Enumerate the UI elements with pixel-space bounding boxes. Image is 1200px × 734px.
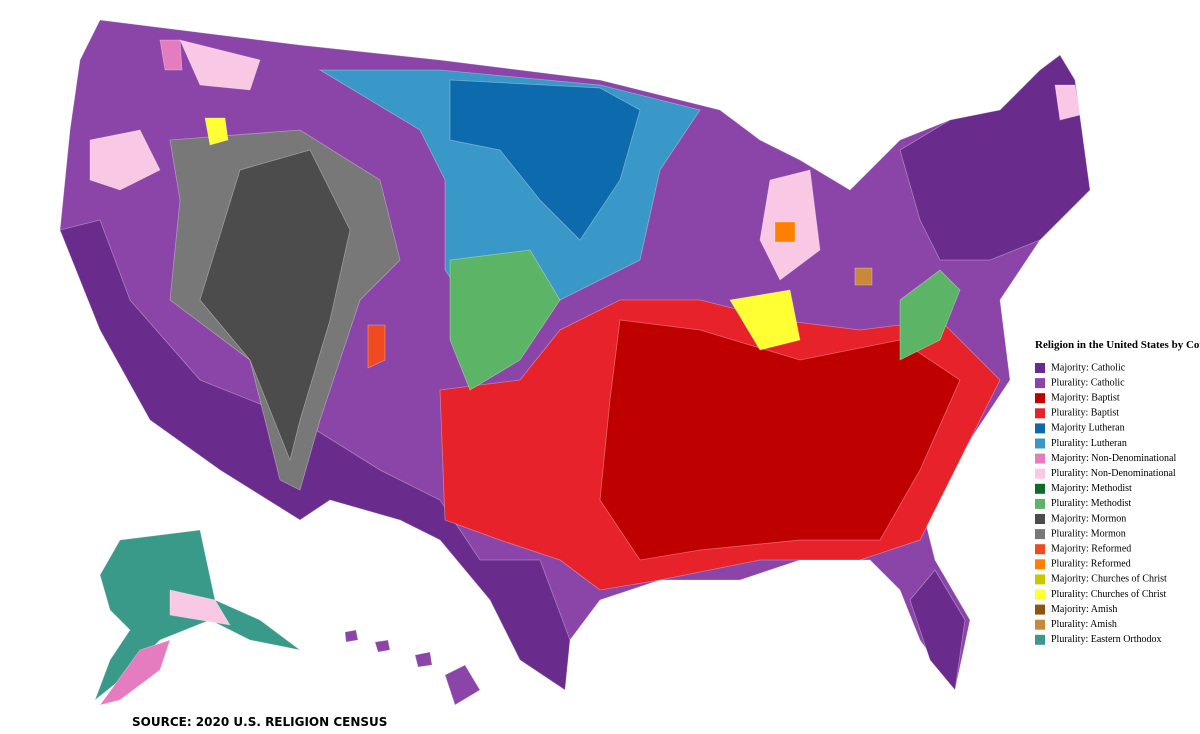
legend-label: Majority: Baptist (1051, 392, 1120, 403)
legend-swatch (1035, 393, 1045, 404)
legend-label: Plurality: Churches of Christ (1051, 589, 1166, 600)
alaska-peninsula (99, 639, 171, 706)
hawaii-kauai (344, 629, 359, 643)
ohio-patch (729, 289, 801, 351)
legend-swatch (1035, 544, 1045, 555)
legend-label: Plurality: Lutheran (1051, 438, 1127, 449)
hawaii-big (444, 664, 481, 706)
legend-label: Majority: Churches of Christ (1051, 574, 1167, 585)
legend-swatch (1035, 514, 1045, 524)
legend-swatch (1035, 483, 1045, 494)
minnesota-core (449, 79, 641, 241)
source-note: SOURCE: 2020 U.S. RELIGION CENSUS (132, 715, 387, 729)
northeast (899, 54, 1091, 261)
legend-swatch (1035, 378, 1045, 389)
legend-swatch (1035, 529, 1045, 540)
northwest-patch-2 (179, 39, 261, 91)
kansas-patch (449, 249, 561, 391)
legend-label: Plurality: Methodist (1051, 498, 1132, 509)
legend-label: Majority: Mormon (1051, 513, 1126, 524)
legend-label: Majority: Reformed (1051, 543, 1131, 554)
montana-patch (204, 117, 229, 146)
legend-label: Majority: Amish (1051, 604, 1117, 615)
maine-patch (1054, 84, 1081, 121)
legend-swatch (1035, 363, 1045, 373)
legend-label: Plurality: Baptist (1051, 408, 1119, 419)
southwest (59, 219, 571, 691)
legend-swatch (1035, 453, 1045, 464)
alaska-south (169, 589, 231, 626)
legend: Majority: Catholic Plurality: Catholic Maj… (1035, 362, 1176, 645)
virginia-patch (899, 269, 961, 361)
legend-swatch (1035, 498, 1045, 509)
legend-swatch (1035, 408, 1045, 419)
legend-label: Plurality: Non-Denominational (1051, 468, 1176, 479)
florida-south (909, 569, 966, 691)
legend-label: Majority: Non-Denominational (1051, 453, 1176, 464)
legend-label: Plurality: Amish (1051, 619, 1117, 630)
legend-label: Majority: Catholic (1051, 362, 1126, 373)
northwest-patch (89, 129, 161, 191)
legend-label: Plurality: Catholic (1051, 377, 1125, 388)
michigan-reformed (774, 221, 796, 243)
legend-swatch (1035, 574, 1045, 585)
legend-label: Plurality: Reformed (1051, 559, 1131, 570)
hawaii-oahu (374, 639, 391, 653)
legend-label: Majority Lutheran (1051, 423, 1125, 434)
legend-swatch (1035, 468, 1045, 479)
deep-south (599, 319, 961, 561)
legend-swatch (1035, 423, 1045, 434)
legend-swatch (1035, 438, 1045, 449)
legend-swatch (1035, 619, 1045, 630)
legend-label: Plurality: Mormon (1051, 528, 1126, 539)
legend-label: Plurality: Eastern Orthodox (1051, 634, 1162, 645)
utah (199, 149, 351, 462)
legend-label: Majority: Methodist (1051, 483, 1132, 494)
legend-swatch (1035, 604, 1045, 615)
legend-swatch (1035, 589, 1045, 600)
hawaii-maui (414, 651, 433, 668)
map-regions (59, 19, 1091, 706)
legend-swatch (1035, 559, 1045, 570)
pennsylvania-amish (854, 267, 873, 286)
washington-patch (159, 39, 183, 71)
legend-swatch (1035, 634, 1045, 645)
legend-title: Religion in the United States by County (1035, 339, 1200, 351)
colorado-patch (367, 324, 386, 369)
